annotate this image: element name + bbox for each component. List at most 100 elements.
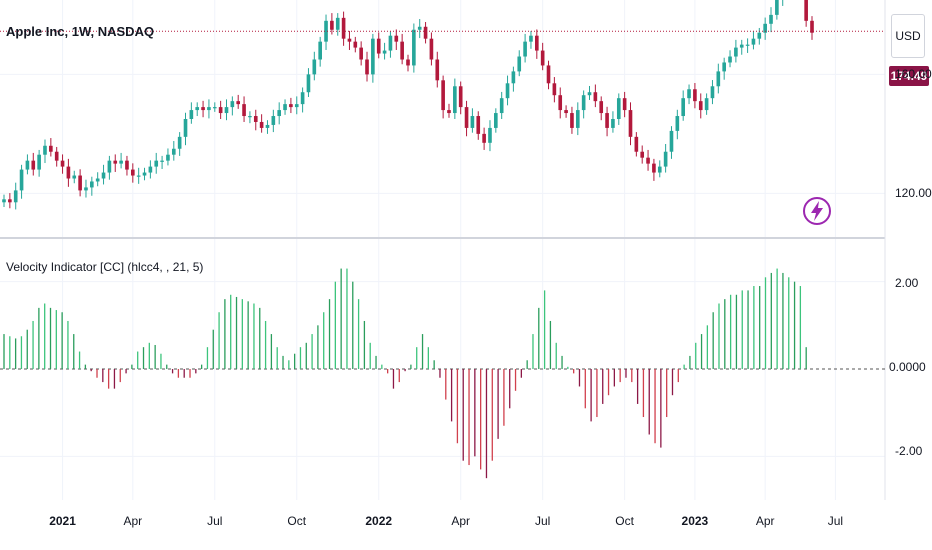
candle-body xyxy=(113,160,118,164)
candle-body xyxy=(277,110,282,117)
candle-body xyxy=(394,35,399,42)
candle-body xyxy=(271,116,276,125)
candle-body xyxy=(622,98,627,111)
candle-body xyxy=(207,107,211,111)
candle-body xyxy=(353,41,358,48)
candle-body xyxy=(464,107,469,128)
candle-body xyxy=(552,83,557,96)
candle-body xyxy=(663,151,668,167)
y-tick-label: -2.00 xyxy=(895,444,923,458)
candle-body xyxy=(177,136,182,149)
chart-title: Apple Inc, 1W, NASDAQ xyxy=(6,24,155,39)
candle-body xyxy=(406,59,410,66)
x-tick-label: Apr xyxy=(123,514,143,528)
candle-body xyxy=(616,98,621,119)
candle-body xyxy=(142,172,147,176)
candle-body xyxy=(634,136,639,152)
candle-body xyxy=(476,116,481,134)
candle-body xyxy=(230,101,235,108)
candle-body xyxy=(646,157,650,164)
x-tick-label: Jul xyxy=(827,514,844,528)
candle-body xyxy=(505,83,510,99)
currency-button[interactable]: USD xyxy=(891,14,925,58)
candle-body xyxy=(412,29,416,66)
candle-body xyxy=(242,104,246,117)
y-tick-label: 120.00 xyxy=(895,186,932,201)
candle-body xyxy=(195,107,200,111)
candle-body xyxy=(218,107,223,114)
candle-body xyxy=(417,26,422,30)
candle-body xyxy=(125,160,129,170)
candle-body xyxy=(359,47,363,60)
candle-body xyxy=(294,104,299,108)
candle-body xyxy=(716,71,721,87)
candle-body xyxy=(693,89,697,102)
candle-body xyxy=(546,65,551,84)
candle-body xyxy=(698,101,703,111)
candle-body xyxy=(734,47,738,57)
y-tick-label: 2.00 xyxy=(895,276,919,290)
candle-body xyxy=(371,38,375,75)
candle-body xyxy=(640,151,645,158)
candle-body xyxy=(441,80,445,111)
candle-body xyxy=(49,145,53,152)
candle-body xyxy=(470,116,475,128)
candle-body xyxy=(154,160,159,167)
lightning-bolt-icon[interactable] xyxy=(802,196,832,226)
indicator-label[interactable]: Velocity Indicator [CC] (hlcc4, , 21, 5) xyxy=(6,260,204,274)
candle-body xyxy=(657,166,662,173)
candle-body xyxy=(745,44,750,46)
candle-body xyxy=(300,92,305,105)
candle-body xyxy=(511,71,516,84)
candle-body xyxy=(119,160,123,164)
candle-body xyxy=(365,59,369,75)
candle-body xyxy=(347,38,352,42)
candle-body xyxy=(54,151,59,161)
x-tick-label: 2023 xyxy=(681,514,709,528)
candle-body xyxy=(482,133,486,143)
candle-body xyxy=(581,95,586,111)
candle-body xyxy=(160,160,164,162)
candle-body xyxy=(248,116,252,118)
candle-body xyxy=(382,50,387,54)
candle-body xyxy=(84,187,88,191)
candle-body xyxy=(2,199,6,203)
candle-body xyxy=(458,86,463,108)
candle-body xyxy=(652,163,656,173)
candle-body xyxy=(318,41,322,60)
x-tick-label: Oct xyxy=(615,514,634,528)
candle-body xyxy=(60,160,65,167)
candle-body xyxy=(171,148,176,155)
candle-body xyxy=(570,113,574,128)
candle-body xyxy=(669,130,674,152)
candle-body xyxy=(558,95,563,111)
candle-body xyxy=(499,98,504,114)
candle-body xyxy=(166,154,170,161)
candle-body xyxy=(8,199,12,203)
candle-body xyxy=(37,154,41,170)
candle-body xyxy=(587,92,592,96)
candle-body xyxy=(517,56,522,72)
candle-body xyxy=(453,86,457,114)
y-tick-label: 160.00 xyxy=(895,67,932,82)
candle-body xyxy=(265,124,270,128)
candle-body xyxy=(534,35,539,51)
candle-body xyxy=(224,107,229,114)
candle-body xyxy=(523,41,527,57)
candle-body xyxy=(330,20,334,30)
candle-body xyxy=(611,119,615,128)
candle-body xyxy=(739,44,744,48)
candle-body xyxy=(136,175,141,177)
x-tick-label: Oct xyxy=(287,514,307,528)
x-tick-label: 2021 xyxy=(49,514,76,528)
candle-body xyxy=(183,119,188,137)
x-tick-label: Jul xyxy=(534,514,551,528)
candle-body xyxy=(488,127,492,143)
candle-body xyxy=(675,116,680,131)
candle-body xyxy=(78,175,82,191)
x-tick-label: Jul xyxy=(207,514,223,528)
candle-body xyxy=(429,38,434,60)
candle-body xyxy=(529,35,533,42)
candle-body xyxy=(212,107,217,109)
